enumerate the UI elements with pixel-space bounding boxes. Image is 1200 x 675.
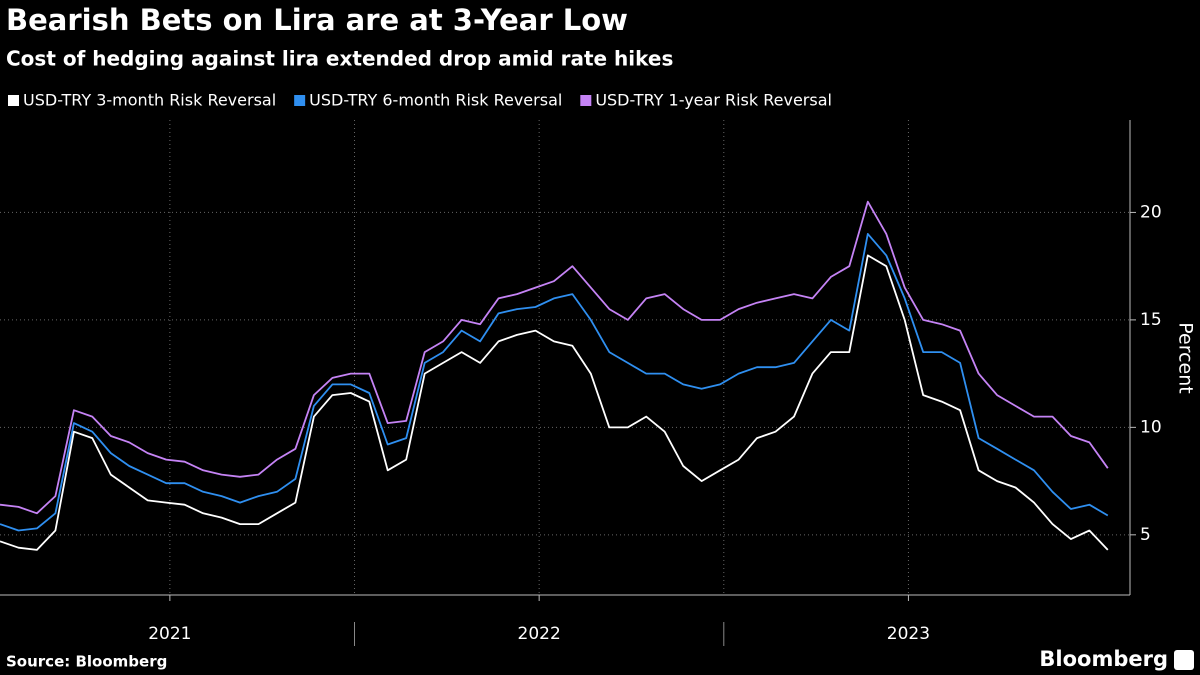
series-line — [0, 254, 1109, 551]
series-line — [0, 200, 1109, 515]
y-axis-label: Percent — [1175, 322, 1197, 394]
brand-icon — [1174, 650, 1194, 670]
legend-swatch — [580, 95, 592, 106]
y-tick-label: 20 — [1140, 202, 1162, 222]
legend-label: USD-TRY 6-month Risk Reversal — [309, 91, 562, 110]
series-line — [0, 233, 1109, 532]
chart-title: Bearish Bets on Lira are at 3-Year Low — [6, 3, 628, 37]
chart-subtitle: Cost of hedging against lira extended dr… — [6, 47, 673, 71]
x-tick-label: 2021 — [148, 624, 191, 644]
y-tick-label: 15 — [1140, 310, 1162, 330]
y-tick-label: 10 — [1140, 417, 1162, 437]
source: Source: Bloomberg — [6, 653, 167, 671]
x-tick-label: 2023 — [887, 624, 930, 644]
y-tick-label: 5 — [1140, 525, 1151, 545]
legend-label: USD-TRY 3-month Risk Reversal — [23, 91, 276, 110]
brand: Bloomberg — [1039, 647, 1168, 671]
legend-label: USD-TRY 1-year Risk Reversal — [595, 91, 832, 110]
legend-swatch — [8, 95, 19, 106]
x-tick-label: 2022 — [518, 624, 561, 644]
legend-swatch — [294, 95, 306, 106]
